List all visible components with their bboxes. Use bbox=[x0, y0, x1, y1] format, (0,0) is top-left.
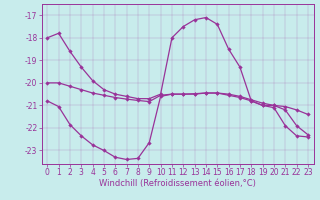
X-axis label: Windchill (Refroidissement éolien,°C): Windchill (Refroidissement éolien,°C) bbox=[99, 179, 256, 188]
